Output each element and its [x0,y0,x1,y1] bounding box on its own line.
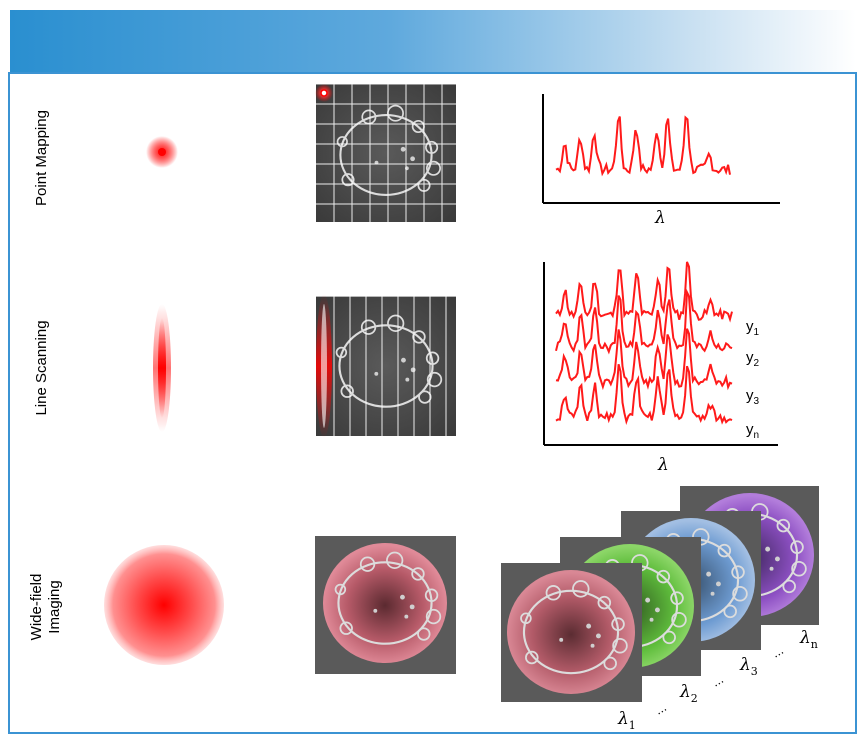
line-scanning-cell-stripes [316,294,456,438]
header-banner [10,10,856,72]
wavelength-label-1: λ1 [617,709,636,732]
spectrum-label-yn: yn [746,421,759,441]
axis-label-lambda-2: λ [657,455,669,475]
spectrum-trace [555,288,733,355]
wavelength-label-3: λ3 [739,655,758,678]
spectrum-trace [555,115,731,177]
wavelength-label-2: λ2 [679,682,698,705]
spectrum-trace [555,328,733,391]
spectrum-trace [555,261,733,323]
line-focus [153,304,171,432]
diagram-frame [8,72,857,734]
ellipsis-2: ... [709,671,726,689]
wide-field-cell-image [315,536,456,674]
wide-field-illumination [104,545,224,665]
spectrum-label-y2: y2 [746,349,760,369]
ellipsis-3: ... [769,642,786,660]
line-spectra-plot [543,261,778,446]
point-spectrum-plot [542,94,780,204]
spectrum-trace [555,363,733,425]
spectrum-label-y3: y3 [746,387,760,407]
spectrum-label-y1: y1 [746,318,760,338]
spectral-stack-red [501,563,642,702]
point-focus-spot [146,136,178,168]
wavelength-label-n: λn [799,628,818,651]
point-mapping-cell-grid [315,83,456,222]
ellipsis-1: ... [652,699,669,717]
axis-label-lambda-1: λ [654,208,666,228]
